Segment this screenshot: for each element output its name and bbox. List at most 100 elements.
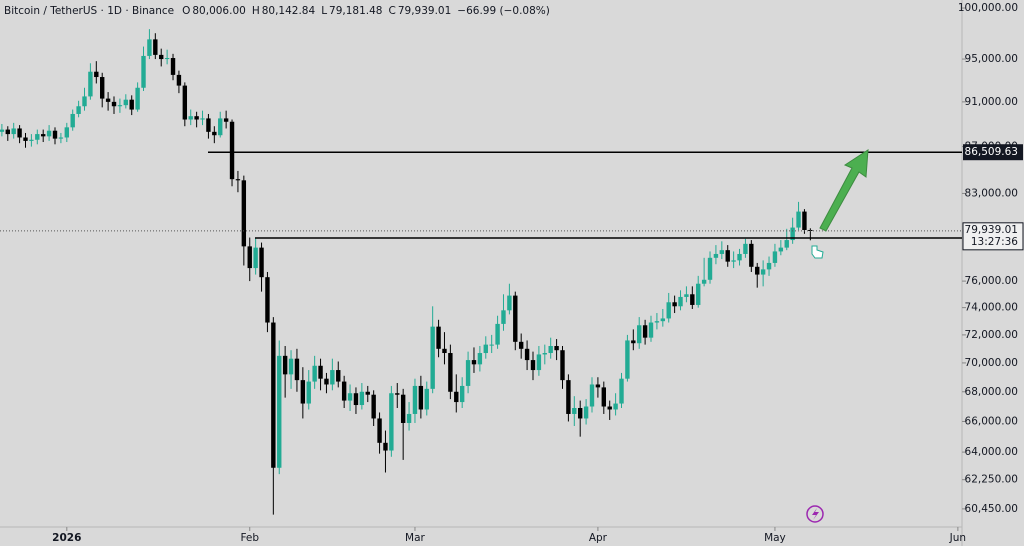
event-icon[interactable] bbox=[806, 505, 824, 523]
candle-body bbox=[111, 101, 117, 107]
y-tick-label: 72,000.00 bbox=[965, 329, 1018, 341]
candle-body bbox=[743, 243, 748, 254]
candle-body bbox=[282, 355, 288, 375]
candle-body bbox=[223, 118, 229, 122]
candle-body bbox=[253, 247, 258, 269]
candle-body bbox=[300, 380, 306, 404]
candle-body bbox=[772, 251, 778, 263]
candle-body bbox=[164, 58, 170, 60]
candle-body bbox=[247, 246, 252, 269]
x-tick-label: Feb bbox=[240, 532, 259, 544]
candle-body bbox=[11, 128, 16, 135]
candle-body bbox=[229, 121, 235, 180]
candle-body bbox=[359, 391, 365, 406]
candle-body bbox=[601, 387, 607, 407]
candle-body bbox=[483, 344, 488, 354]
candle-body bbox=[477, 353, 483, 365]
candle-body bbox=[778, 247, 784, 252]
header-text: L bbox=[321, 5, 327, 17]
candle-body bbox=[194, 116, 199, 120]
candle-body bbox=[353, 393, 359, 406]
header-text: 79,181.48 bbox=[329, 5, 382, 17]
candle-body bbox=[719, 250, 725, 254]
candle-body bbox=[459, 385, 465, 403]
candle-body bbox=[330, 370, 335, 385]
header-text: 80,142.84 bbox=[262, 5, 316, 17]
candle-body bbox=[471, 360, 477, 365]
candle-body bbox=[542, 353, 547, 355]
event-bolt bbox=[812, 508, 819, 520]
y-tick-label: 95,000.00 bbox=[965, 53, 1018, 65]
candle-body bbox=[288, 358, 294, 375]
y-tick-label: 74,000.00 bbox=[965, 302, 1018, 314]
header-text: 79,939.01 bbox=[398, 5, 451, 17]
candle-body bbox=[448, 353, 453, 392]
candle-body bbox=[465, 360, 471, 386]
candle-body bbox=[737, 253, 742, 261]
candle-body bbox=[725, 250, 730, 262]
candle-body bbox=[583, 406, 589, 419]
candle-body bbox=[206, 118, 211, 132]
candle-body bbox=[802, 211, 807, 230]
candle-body bbox=[672, 302, 677, 307]
candle-body bbox=[637, 325, 642, 344]
candle-body bbox=[696, 283, 701, 305]
y-tick-label: 60,450.00 bbox=[965, 503, 1018, 515]
header-text: C bbox=[389, 5, 396, 17]
candle-body bbox=[524, 348, 530, 361]
candle-body bbox=[436, 326, 441, 349]
candle-body bbox=[271, 322, 276, 468]
candle-body bbox=[383, 442, 388, 451]
candle-body bbox=[341, 381, 347, 401]
header-text: O bbox=[182, 5, 190, 17]
candle-body bbox=[277, 355, 282, 468]
candle-body bbox=[790, 227, 795, 241]
candle-body bbox=[412, 385, 418, 414]
candle-body bbox=[347, 393, 353, 401]
candle-body bbox=[159, 54, 164, 60]
candle-body bbox=[489, 344, 494, 346]
candle-body bbox=[58, 137, 64, 139]
candle-body bbox=[324, 378, 329, 385]
candle-body bbox=[218, 118, 223, 136]
candle-body bbox=[495, 323, 500, 345]
candle-body bbox=[0, 129, 5, 132]
header-text: 80,006.00 bbox=[192, 5, 245, 17]
candle-body bbox=[129, 99, 134, 110]
candle-body bbox=[607, 406, 612, 410]
x-tick-label: 2026 bbox=[52, 532, 81, 544]
header-text: −66.99 (−0.08%) bbox=[457, 5, 550, 17]
candle-body bbox=[135, 87, 140, 110]
candle-body bbox=[212, 131, 217, 136]
candle-body bbox=[642, 325, 648, 338]
candle-body bbox=[76, 106, 81, 114]
candle-body bbox=[678, 296, 683, 307]
candle-body bbox=[566, 380, 571, 414]
y-tick-label: 83,000.00 bbox=[965, 187, 1018, 199]
candle-body bbox=[406, 413, 412, 423]
header: Bitcoin / TetherUS · 1D · Binance O 80,006… bbox=[4, 5, 550, 17]
y-tick-label: 62,250.00 bbox=[965, 474, 1018, 486]
candle-body bbox=[46, 130, 52, 137]
candle-body bbox=[17, 128, 22, 138]
candle-body bbox=[94, 71, 99, 78]
candle-body bbox=[105, 98, 111, 102]
y-tick-label: 68,000.00 bbox=[965, 386, 1018, 398]
x-tick-label: Jun bbox=[949, 532, 966, 544]
candle-body bbox=[755, 266, 760, 275]
candle-body bbox=[796, 211, 801, 228]
candle-body bbox=[23, 137, 28, 141]
y-tick-label: 91,000.00 bbox=[965, 96, 1018, 108]
candle-body bbox=[554, 346, 559, 351]
candle-body bbox=[170, 58, 176, 75]
candle-body bbox=[400, 394, 406, 423]
candle-body bbox=[577, 407, 583, 419]
last-price-label: 79,939.01 bbox=[965, 224, 1018, 236]
candle-body bbox=[200, 118, 205, 120]
candle-body bbox=[548, 346, 553, 354]
candle-body bbox=[560, 350, 565, 381]
candle-body bbox=[182, 85, 188, 120]
candle-body bbox=[365, 391, 370, 395]
